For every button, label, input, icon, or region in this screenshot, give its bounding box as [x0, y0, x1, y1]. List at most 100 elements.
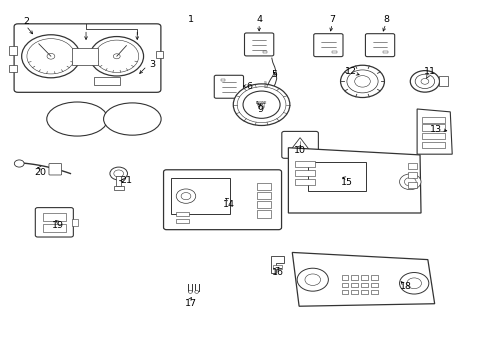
- Bar: [257, 201, 270, 208]
- Text: 13: 13: [428, 125, 441, 134]
- Bar: [421, 141, 445, 148]
- Circle shape: [409, 71, 439, 92]
- Bar: [257, 211, 270, 218]
- Circle shape: [399, 174, 420, 190]
- Polygon shape: [288, 148, 420, 213]
- Bar: [273, 265, 282, 269]
- Bar: [421, 117, 445, 123]
- FancyBboxPatch shape: [49, 163, 61, 175]
- Circle shape: [399, 273, 428, 294]
- FancyBboxPatch shape: [23, 35, 44, 55]
- Text: 6: 6: [246, 82, 252, 91]
- Circle shape: [113, 54, 120, 59]
- FancyBboxPatch shape: [281, 131, 318, 158]
- Circle shape: [95, 40, 139, 72]
- Text: 12: 12: [344, 67, 356, 76]
- Ellipse shape: [103, 103, 161, 135]
- Bar: [350, 283, 357, 287]
- Bar: [438, 76, 447, 86]
- Bar: [175, 212, 189, 216]
- Circle shape: [237, 87, 285, 123]
- Circle shape: [14, 160, 24, 167]
- Bar: [341, 283, 347, 287]
- Text: 19: 19: [52, 221, 64, 230]
- Bar: [383, 51, 387, 53]
- Bar: [350, 290, 357, 294]
- Circle shape: [27, 39, 75, 74]
- Text: 16: 16: [271, 268, 283, 277]
- Text: ENGINE: ENGINE: [255, 100, 267, 104]
- Bar: [370, 275, 377, 280]
- Polygon shape: [270, 256, 284, 273]
- Text: 2: 2: [23, 17, 29, 26]
- Text: 9: 9: [257, 105, 263, 114]
- FancyBboxPatch shape: [163, 170, 281, 230]
- Text: GS
GS: GS GS: [263, 81, 267, 89]
- Text: 4: 4: [256, 15, 262, 24]
- Bar: [171, 178, 229, 214]
- Circle shape: [110, 167, 127, 180]
- Bar: [341, 275, 347, 280]
- Text: 20: 20: [35, 168, 46, 177]
- Text: 10: 10: [293, 146, 305, 155]
- Circle shape: [406, 278, 421, 289]
- Circle shape: [233, 84, 289, 126]
- Text: 17: 17: [184, 298, 197, 307]
- Text: 14: 14: [223, 200, 234, 209]
- Bar: [360, 290, 367, 294]
- Bar: [370, 290, 377, 294]
- Text: STOP: STOP: [257, 106, 265, 110]
- Bar: [257, 192, 270, 199]
- Bar: [370, 283, 377, 287]
- Circle shape: [243, 91, 280, 118]
- Circle shape: [354, 76, 369, 87]
- Circle shape: [114, 170, 123, 177]
- Bar: [307, 162, 366, 191]
- Circle shape: [188, 291, 192, 293]
- Circle shape: [47, 53, 55, 59]
- Circle shape: [194, 291, 198, 293]
- Bar: [331, 51, 336, 53]
- FancyBboxPatch shape: [365, 34, 394, 57]
- FancyBboxPatch shape: [35, 208, 73, 237]
- Text: START: START: [257, 103, 265, 107]
- Bar: [360, 275, 367, 280]
- Bar: [156, 51, 163, 58]
- Bar: [295, 161, 314, 167]
- Circle shape: [299, 147, 301, 148]
- Bar: [27, 54, 36, 57]
- Bar: [295, 170, 314, 176]
- Text: 8: 8: [382, 15, 388, 24]
- Text: 11: 11: [423, 67, 435, 76]
- Circle shape: [181, 193, 190, 200]
- FancyBboxPatch shape: [14, 24, 161, 92]
- Bar: [421, 125, 445, 131]
- Circle shape: [305, 274, 320, 285]
- Bar: [114, 186, 123, 190]
- Circle shape: [346, 70, 377, 93]
- Bar: [93, 77, 120, 85]
- Bar: [407, 172, 416, 178]
- Circle shape: [90, 37, 143, 76]
- Bar: [265, 89, 276, 94]
- Text: 1: 1: [187, 15, 193, 24]
- Bar: [220, 78, 225, 81]
- Bar: [262, 51, 267, 53]
- Circle shape: [297, 268, 328, 291]
- Ellipse shape: [47, 102, 107, 136]
- Text: 3: 3: [148, 60, 155, 69]
- FancyBboxPatch shape: [214, 75, 243, 98]
- Bar: [257, 183, 270, 190]
- FancyBboxPatch shape: [313, 34, 342, 57]
- Bar: [341, 290, 347, 294]
- Text: 21: 21: [120, 176, 132, 185]
- Bar: [407, 182, 416, 188]
- Bar: [407, 163, 416, 168]
- Text: 15: 15: [340, 178, 352, 187]
- Polygon shape: [416, 109, 451, 154]
- Bar: [175, 219, 189, 224]
- Text: 5: 5: [271, 70, 277, 79]
- Circle shape: [414, 74, 434, 89]
- Circle shape: [21, 35, 80, 78]
- Bar: [295, 179, 314, 185]
